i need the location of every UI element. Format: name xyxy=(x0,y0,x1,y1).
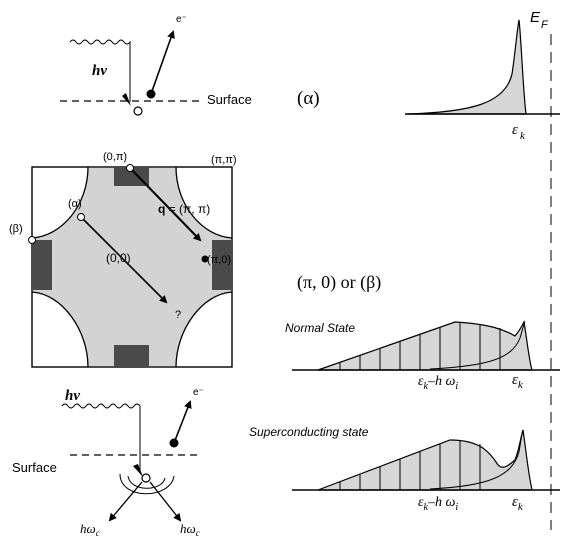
label-beta-point: (β) xyxy=(9,223,23,235)
superconducting-state-title: Superconducting state xyxy=(249,425,369,439)
phonon-label-right: hωc xyxy=(180,521,200,538)
fermi-label-sub: F xyxy=(541,19,549,31)
q-vector-arrow xyxy=(129,167,202,242)
surface-label-bottom: Surface xyxy=(12,460,57,475)
electron-arrow-top xyxy=(150,30,175,95)
beta-panel-label: (π, 0) or (β) xyxy=(297,272,381,293)
photoemission-bottom: hν e⁻ Surface hωc hωc xyxy=(12,387,204,538)
alpha-peak-fill xyxy=(407,19,527,115)
electron-arrow-bottom xyxy=(173,400,192,444)
scattering-arc-inner xyxy=(127,475,166,489)
normal-state-qp-curve xyxy=(429,321,526,370)
point-beta xyxy=(28,236,36,244)
normal-mode-label: εk–h ωi xyxy=(418,374,458,392)
alpha-spectrum: (α) ε k xyxy=(297,19,560,142)
fermi-level: E F xyxy=(530,9,552,530)
hotspot-left xyxy=(32,240,52,290)
superconducting-peak-label: εk xyxy=(512,494,524,513)
point-0pi xyxy=(126,164,134,172)
phonon-label-left: hωc xyxy=(80,521,100,538)
electron-label-bottom: e⁻ xyxy=(193,387,204,398)
electron-label-top: e⁻ xyxy=(176,14,187,25)
hotspot-right xyxy=(212,240,232,290)
point-pi0 xyxy=(201,255,209,263)
superconducting-mode-label: εk–h ωi xyxy=(418,495,458,513)
hole-bottom xyxy=(141,473,151,483)
alpha-peak-label: ε xyxy=(512,122,518,138)
label-0pi: (0,π) xyxy=(103,151,127,163)
photon-label-bottom: hν xyxy=(65,388,80,404)
superconducting-state-fill xyxy=(317,429,533,491)
superconducting-state-bins xyxy=(339,440,481,490)
point-alpha xyxy=(77,213,85,221)
label-center: (0,0) xyxy=(106,251,131,265)
photon-wave-bottom xyxy=(61,403,141,473)
normal-state-bins xyxy=(339,323,501,370)
label-q-vector: q = (π, π) xyxy=(158,202,210,216)
scattering-arc-outer xyxy=(119,473,175,495)
superconducting-state-spectrum: Superconducting state εk–h ωi εk xyxy=(249,425,560,513)
superconducting-state-qp-curve xyxy=(429,429,524,490)
question-arrow xyxy=(80,216,168,304)
hole-top xyxy=(133,106,143,116)
surface-label-top: Surface xyxy=(207,92,252,107)
photon-label-top: hν xyxy=(92,63,107,79)
fermi-label: E xyxy=(530,9,541,26)
phonon-arrow-left xyxy=(108,481,143,522)
hotspot-top xyxy=(114,167,149,186)
brillouin-zone: (0,π) (π,π) (α) (β) (0,0) (π,0) q = (π, … xyxy=(9,151,237,368)
label-alpha-point: (α) xyxy=(68,198,82,210)
hotspot-bottom xyxy=(114,345,149,367)
alpha-panel-label: (α) xyxy=(297,88,320,109)
normal-peak-label: εk xyxy=(512,372,524,391)
label-question: ? xyxy=(175,309,181,321)
label-pipi: (π,π) xyxy=(211,154,237,166)
normal-state-title: Normal State xyxy=(285,321,355,335)
label-pi0: (π,0) xyxy=(207,254,231,266)
photoemission-top: hν e⁻ Surface xyxy=(60,14,252,116)
alpha-peak-sub: k xyxy=(520,130,526,142)
photon-wave-top xyxy=(69,39,131,102)
normal-state-fill xyxy=(317,320,533,371)
phonon-arrow-right xyxy=(149,481,182,522)
normal-state-spectrum: Normal State εk–h ωi εk xyxy=(285,320,560,392)
